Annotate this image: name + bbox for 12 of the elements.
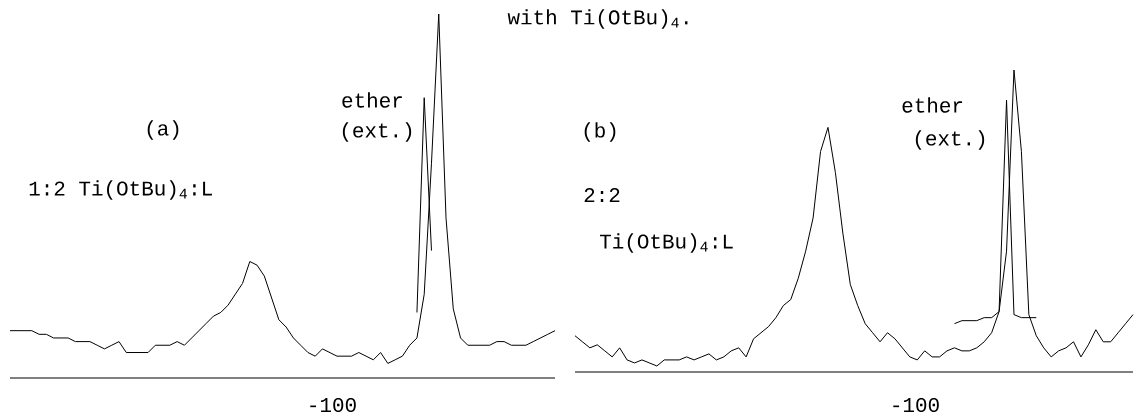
annotation: ether xyxy=(342,92,402,108)
annotation: (b) xyxy=(584,122,616,142)
annotation: ether xyxy=(902,97,963,113)
text: with Ti(OtBu)$_{4}$. xyxy=(507,9,688,29)
annotation: (a) xyxy=(147,120,179,140)
annotation: (ext.) xyxy=(915,130,985,150)
annotation: Ti(OtBu)$_{4}$:L xyxy=(599,233,733,253)
annotation: 2:2 xyxy=(584,188,620,202)
text: -100 xyxy=(893,397,939,413)
annotation: (ext.) xyxy=(342,122,412,142)
annotation: 1:2 Ti(OtBu)$_{4}$:L xyxy=(29,180,212,200)
text: -100 xyxy=(310,397,356,413)
